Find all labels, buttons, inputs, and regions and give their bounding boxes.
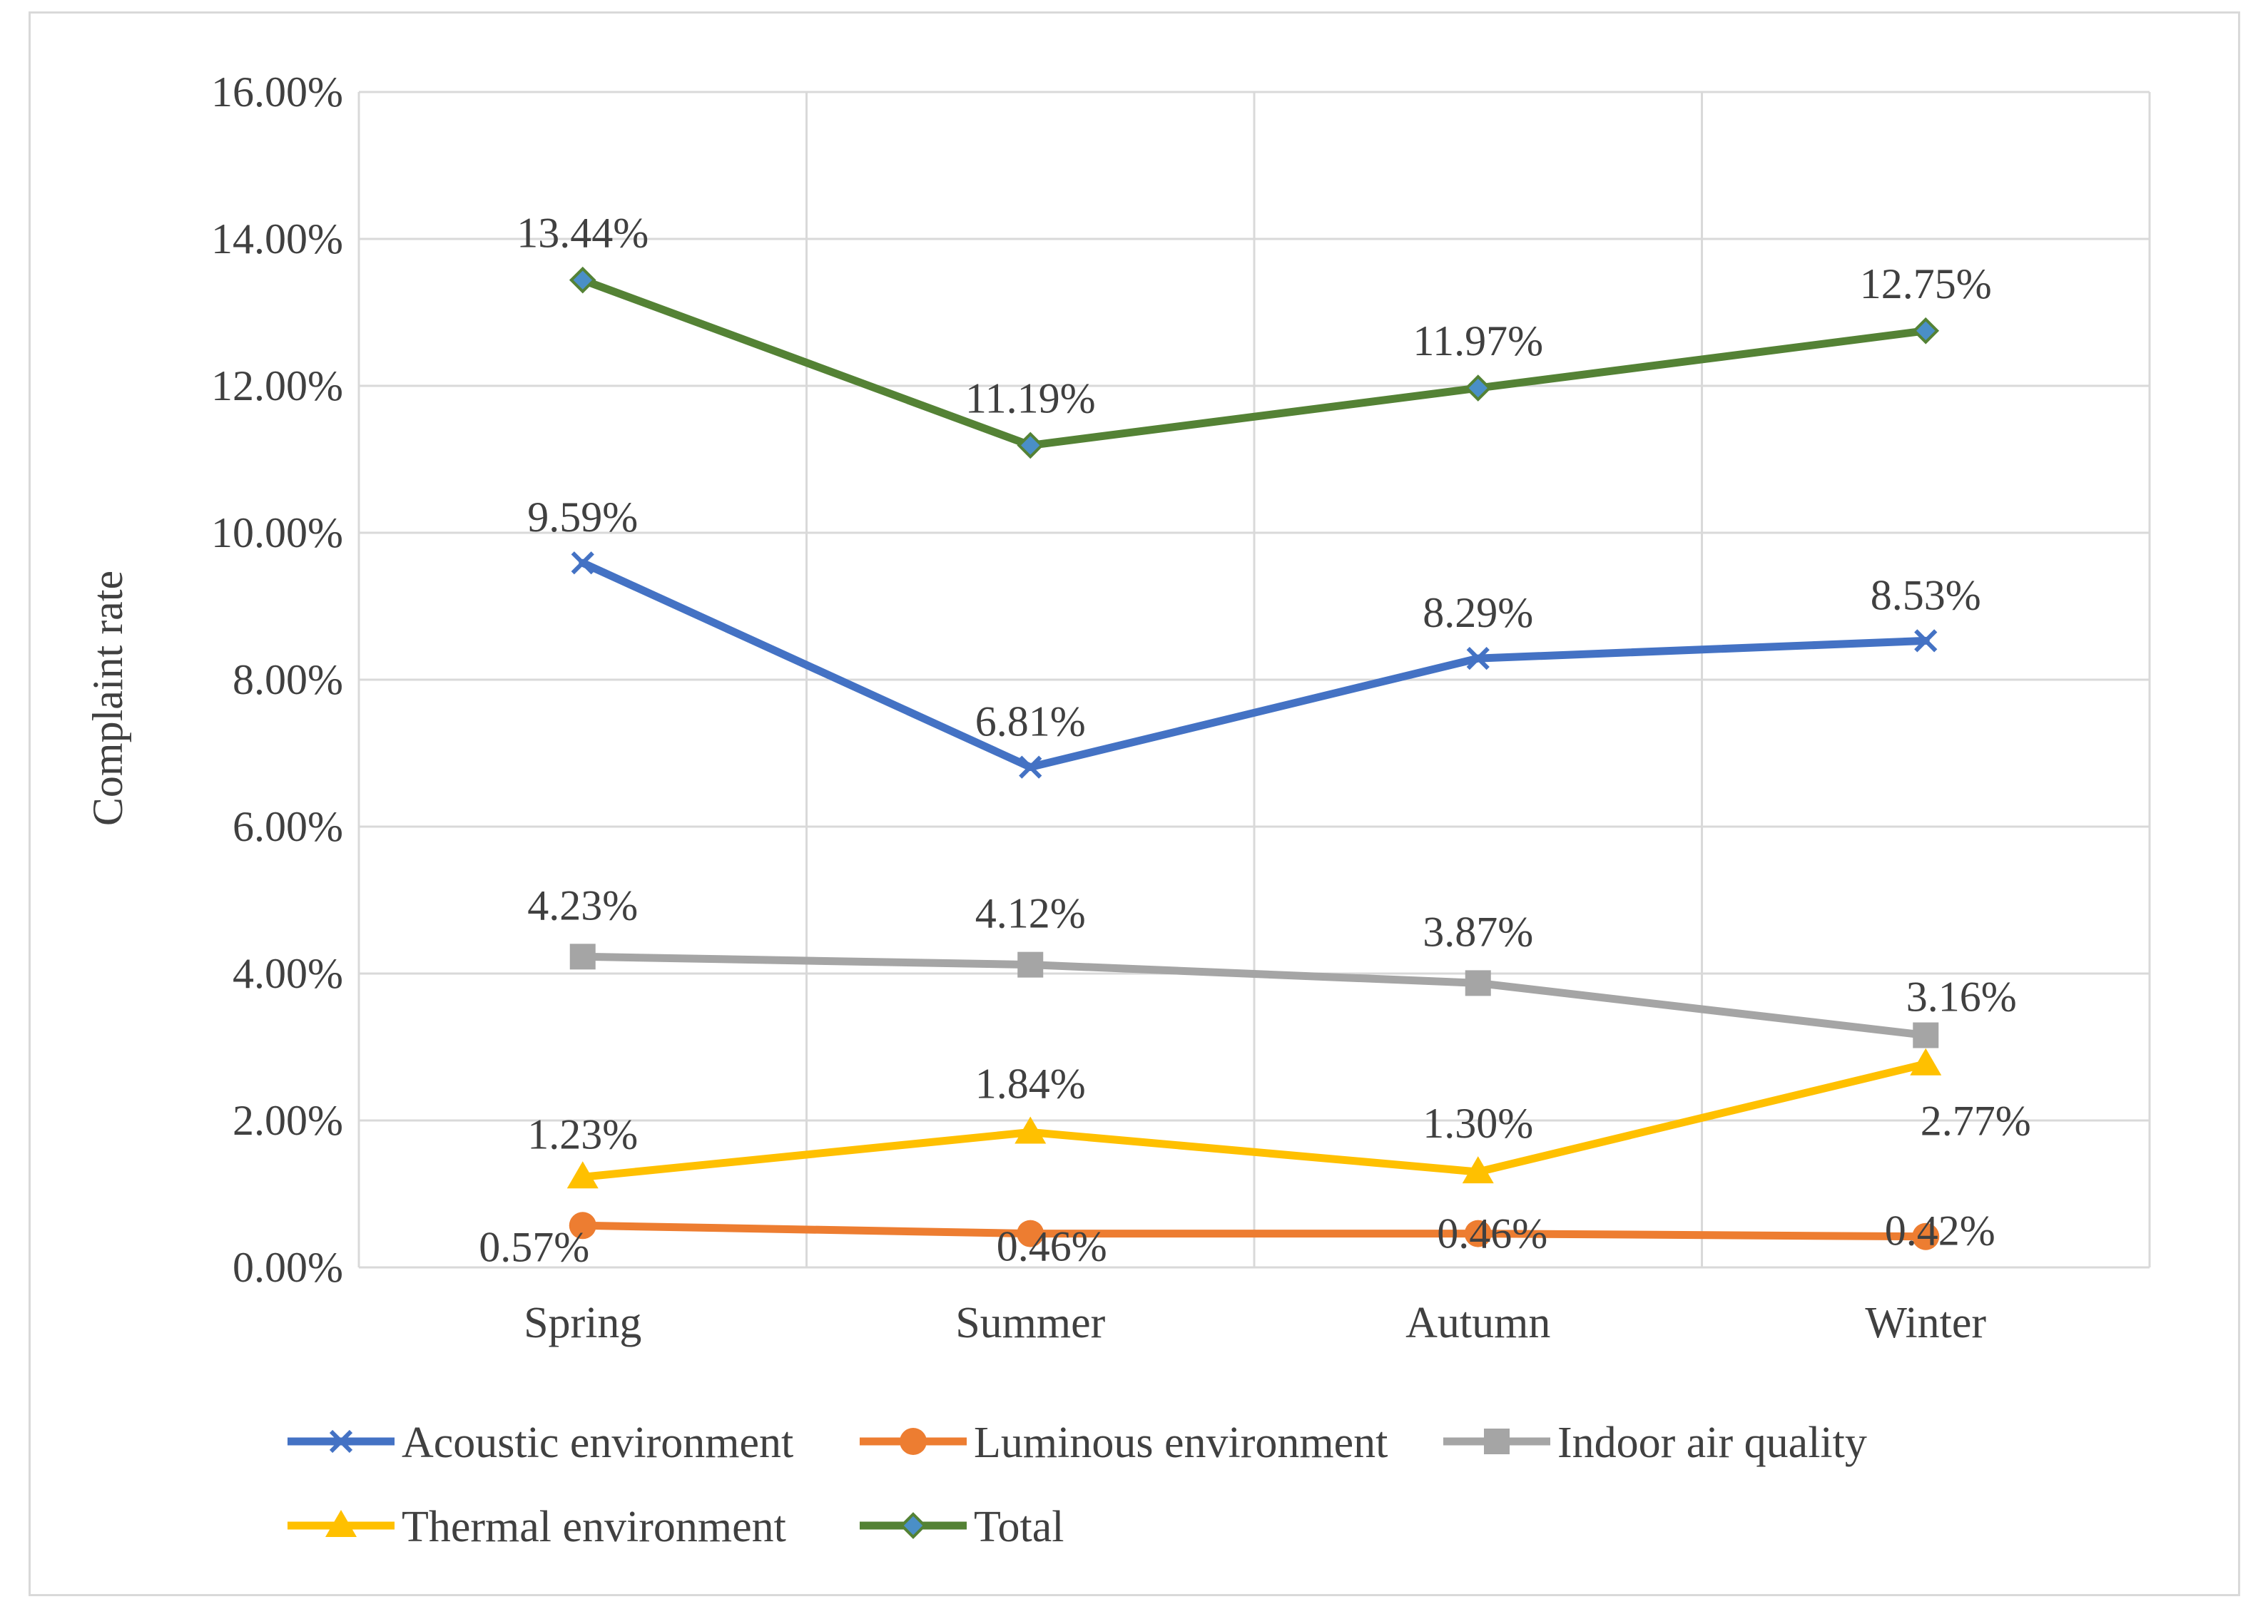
data-label: 1.84% — [975, 1060, 1086, 1107]
legend-item: Acoustic environment — [288, 1419, 793, 1467]
data-label: 11.97% — [1413, 317, 1543, 364]
y-tick-label: 16.00% — [211, 68, 343, 116]
x-tick-label: Summer — [955, 1299, 1105, 1347]
data-label: 9.59% — [527, 494, 638, 541]
data-label: 0.57% — [479, 1223, 589, 1270]
data-point-marker — [1464, 374, 1492, 402]
data-point-marker — [1019, 755, 1042, 779]
series — [579, 276, 1930, 1241]
legend: Acoustic environment Luminous environment… — [288, 1419, 1867, 1551]
data-point-marker — [571, 551, 594, 575]
data-point-marker — [1017, 431, 1044, 459]
y-tick-label: 0.00% — [233, 1244, 343, 1291]
data-label: 12.75% — [1860, 260, 1992, 307]
data-label: 8.53% — [1871, 571, 1981, 618]
data-point-marker — [1464, 1220, 1492, 1247]
data-label: 4.23% — [527, 882, 638, 929]
data-point-marker — [1465, 970, 1491, 996]
data-point-marker — [1015, 1116, 1047, 1144]
data-point-marker — [1913, 1022, 1939, 1048]
data-point-marker — [569, 266, 596, 294]
legend-marker — [1484, 1429, 1510, 1454]
data-point-marker — [1017, 951, 1044, 978]
data-label: 1.23% — [527, 1110, 638, 1158]
y-tick-label: 2.00% — [233, 1097, 343, 1144]
legend-label: Thermal environment — [402, 1503, 786, 1551]
legend-label: Acoustic environment — [402, 1419, 793, 1467]
data-point-marker — [1466, 647, 1490, 670]
data-label: 4.12% — [975, 890, 1086, 937]
legend-label: Luminous environment — [974, 1419, 1388, 1467]
data-point-marker — [1912, 1222, 1940, 1250]
data-label: 0.46% — [1437, 1210, 1547, 1257]
legend-marker — [900, 1512, 927, 1539]
legend-item: Indoor air quality — [1443, 1419, 1867, 1467]
series-line — [579, 952, 1930, 1040]
legend-item: Thermal environment — [288, 1503, 786, 1551]
series-line — [579, 1221, 1930, 1241]
data-label: 3.16% — [1906, 974, 2017, 1021]
data-label: 0.46% — [997, 1223, 1107, 1270]
series-line — [579, 276, 1930, 449]
y-tick-label: 14.00% — [211, 215, 343, 262]
y-tick-label: 8.00% — [233, 656, 343, 703]
data-point-marker — [569, 1212, 596, 1240]
data-point-marker — [566, 1161, 599, 1189]
series-line — [579, 1060, 1930, 1181]
data-label: 1.30% — [1423, 1100, 1533, 1147]
legend-marker — [325, 1510, 357, 1537]
legend-marker — [900, 1428, 927, 1455]
axes: 0.00% 2.00% 4.00% 6.00% 8.00% 10.00% 12.00% 14.… — [211, 68, 1986, 1347]
y-tick-label: 12.00% — [211, 362, 343, 409]
legend-label: Total — [974, 1503, 1064, 1551]
line-chart: 0.00% 2.00% 4.00% 6.00% 8.00% 10.00% 12.00% 14.… — [84, 68, 2151, 1551]
y-tick-label: 10.00% — [211, 509, 343, 556]
x-tick-label: Winter — [1865, 1299, 1986, 1347]
data-label: 0.42% — [1885, 1207, 1995, 1255]
data-label: 11.19% — [965, 374, 1096, 422]
y-tick-label: 4.00% — [233, 950, 343, 997]
gridlines — [357, 91, 2151, 1269]
data-point-marker — [1912, 317, 1940, 344]
data-label: 6.81% — [975, 698, 1086, 745]
x-tick-label: Autumn — [1405, 1299, 1550, 1347]
data-point-marker — [1017, 1220, 1044, 1247]
data-label: 2.77% — [1921, 1098, 2031, 1145]
data-point-marker — [1914, 629, 1938, 653]
data-point-marker — [569, 944, 596, 970]
x-tick-label: Spring — [524, 1299, 641, 1347]
data-label: 3.87% — [1423, 908, 1533, 955]
data-point-marker — [1462, 1156, 1494, 1184]
data-point-marker — [1910, 1048, 1942, 1076]
chart-frame: 0.00% 2.00% 4.00% 6.00% 8.00% 10.00% 12.00% 14.… — [29, 11, 2240, 1596]
data-label: 13.44% — [517, 210, 649, 257]
series-line — [579, 558, 1930, 772]
markers — [566, 266, 1942, 1250]
data-labels: 9.59% 6.81% 8.29% 8.53% 0.57% 0.46% 0.46% 0.42%… — [479, 210, 2030, 1271]
legend-item: Luminous environment — [860, 1419, 1388, 1467]
legend-marker — [329, 1429, 353, 1454]
legend-item: Total — [860, 1503, 1064, 1551]
data-label: 8.29% — [1423, 589, 1533, 636]
legend-label: Indoor air quality — [1557, 1419, 1867, 1467]
y-tick-label: 6.00% — [233, 803, 343, 850]
y-axis-title: Complaint rate — [84, 571, 131, 826]
